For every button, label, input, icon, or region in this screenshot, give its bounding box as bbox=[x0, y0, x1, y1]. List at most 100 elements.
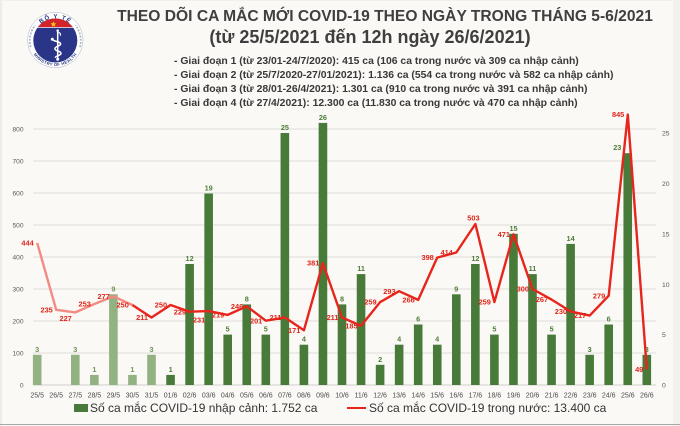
svg-text:18/6: 18/6 bbox=[488, 392, 502, 399]
svg-text:6: 6 bbox=[416, 315, 420, 324]
svg-text:3: 3 bbox=[588, 345, 592, 354]
svg-text:0: 0 bbox=[20, 383, 24, 390]
svg-text:700: 700 bbox=[12, 159, 23, 166]
svg-text:9: 9 bbox=[454, 284, 458, 293]
svg-text:29/5: 29/5 bbox=[107, 392, 121, 399]
svg-text:201: 201 bbox=[250, 316, 262, 325]
svg-text:20/6: 20/6 bbox=[526, 392, 540, 399]
svg-text:2: 2 bbox=[378, 355, 382, 364]
svg-text:300: 300 bbox=[517, 285, 529, 294]
svg-text:8: 8 bbox=[340, 294, 344, 303]
svg-text:3: 3 bbox=[73, 345, 77, 354]
svg-text:229: 229 bbox=[174, 307, 186, 316]
svg-text:381: 381 bbox=[307, 259, 319, 268]
svg-text:414: 414 bbox=[440, 248, 453, 257]
svg-text:05/6: 05/6 bbox=[240, 392, 254, 399]
svg-text:266: 266 bbox=[402, 296, 414, 305]
svg-text:08/6: 08/6 bbox=[297, 392, 311, 399]
svg-text:259: 259 bbox=[479, 298, 491, 307]
svg-text:6: 6 bbox=[607, 315, 611, 324]
svg-text:02/6: 02/6 bbox=[183, 392, 197, 399]
svg-text:27/5: 27/5 bbox=[68, 392, 82, 399]
svg-text:600: 600 bbox=[12, 191, 23, 198]
svg-text:10: 10 bbox=[662, 282, 670, 289]
svg-text:04/6: 04/6 bbox=[221, 392, 235, 399]
svg-text:217: 217 bbox=[574, 311, 586, 320]
svg-text:25: 25 bbox=[662, 131, 670, 138]
svg-text:10/6: 10/6 bbox=[335, 392, 349, 399]
svg-text:500: 500 bbox=[12, 223, 23, 230]
svg-text:5: 5 bbox=[264, 325, 268, 334]
svg-text:277: 277 bbox=[98, 292, 110, 301]
svg-text:11: 11 bbox=[529, 264, 537, 273]
svg-text:1: 1 bbox=[130, 365, 134, 374]
svg-text:171: 171 bbox=[288, 326, 300, 335]
svg-text:259: 259 bbox=[364, 298, 376, 307]
svg-text:03/6: 03/6 bbox=[202, 392, 216, 399]
svg-text:21/6: 21/6 bbox=[545, 392, 559, 399]
svg-text:398: 398 bbox=[421, 253, 433, 262]
svg-text:5: 5 bbox=[550, 325, 554, 334]
svg-text:300: 300 bbox=[12, 287, 23, 294]
svg-text:26/5: 26/5 bbox=[49, 392, 63, 399]
svg-text:9: 9 bbox=[111, 284, 115, 293]
svg-text:219: 219 bbox=[212, 311, 224, 320]
svg-text:06/6: 06/6 bbox=[259, 392, 273, 399]
svg-text:19/6: 19/6 bbox=[507, 392, 521, 399]
svg-text:211: 211 bbox=[269, 313, 281, 322]
svg-text:5: 5 bbox=[662, 332, 666, 339]
svg-text:49: 49 bbox=[635, 365, 643, 374]
svg-text:01/6: 01/6 bbox=[164, 392, 178, 399]
svg-text:8: 8 bbox=[245, 294, 249, 303]
svg-text:14/6: 14/6 bbox=[411, 392, 425, 399]
svg-text:279: 279 bbox=[593, 291, 605, 300]
svg-text:26: 26 bbox=[319, 113, 327, 122]
svg-text:0: 0 bbox=[662, 383, 666, 390]
svg-text:11/6: 11/6 bbox=[355, 392, 368, 399]
svg-text:17/6: 17/6 bbox=[469, 392, 483, 399]
svg-text:4: 4 bbox=[302, 335, 307, 344]
svg-text:19: 19 bbox=[205, 184, 213, 193]
svg-text:3: 3 bbox=[35, 345, 39, 354]
svg-text:250: 250 bbox=[155, 301, 167, 310]
svg-text:211: 211 bbox=[136, 313, 148, 322]
svg-text:4: 4 bbox=[435, 335, 440, 344]
svg-text:845: 845 bbox=[612, 110, 624, 119]
svg-text:31/5: 31/5 bbox=[145, 392, 159, 399]
svg-text:400: 400 bbox=[12, 255, 23, 262]
svg-text:800: 800 bbox=[12, 127, 23, 134]
svg-text:23/6: 23/6 bbox=[583, 392, 597, 399]
svg-text:250: 250 bbox=[117, 301, 129, 310]
svg-text:471: 471 bbox=[498, 230, 510, 239]
svg-text:3: 3 bbox=[149, 345, 153, 354]
svg-text:1: 1 bbox=[169, 365, 173, 374]
svg-text:3: 3 bbox=[645, 345, 649, 354]
svg-text:11: 11 bbox=[357, 264, 365, 273]
svg-text:293: 293 bbox=[383, 287, 395, 296]
svg-text:24/6: 24/6 bbox=[602, 392, 616, 399]
svg-text:09/6: 09/6 bbox=[316, 392, 330, 399]
svg-text:23: 23 bbox=[613, 143, 621, 152]
svg-text:28/5: 28/5 bbox=[88, 392, 102, 399]
svg-text:227: 227 bbox=[59, 314, 71, 323]
svg-text:07/6: 07/6 bbox=[278, 392, 292, 399]
svg-text:25/5: 25/5 bbox=[30, 392, 44, 399]
svg-text:15/6: 15/6 bbox=[430, 392, 444, 399]
svg-text:230: 230 bbox=[555, 307, 567, 316]
svg-text:25/6: 25/6 bbox=[621, 392, 635, 399]
svg-text:13/6: 13/6 bbox=[392, 392, 406, 399]
svg-text:15: 15 bbox=[662, 231, 670, 238]
svg-text:100: 100 bbox=[12, 351, 23, 358]
svg-text:12: 12 bbox=[186, 254, 194, 263]
svg-text:25: 25 bbox=[281, 123, 289, 132]
svg-text:185: 185 bbox=[345, 321, 357, 330]
svg-text:30/5: 30/5 bbox=[126, 392, 140, 399]
svg-text:12/6: 12/6 bbox=[373, 392, 387, 399]
svg-text:15: 15 bbox=[509, 224, 517, 233]
svg-text:211: 211 bbox=[327, 313, 339, 322]
svg-text:20: 20 bbox=[662, 181, 670, 188]
svg-text:503: 503 bbox=[467, 214, 479, 223]
svg-text:231: 231 bbox=[193, 316, 205, 325]
svg-text:444: 444 bbox=[21, 239, 34, 248]
svg-text:1: 1 bbox=[92, 365, 96, 374]
